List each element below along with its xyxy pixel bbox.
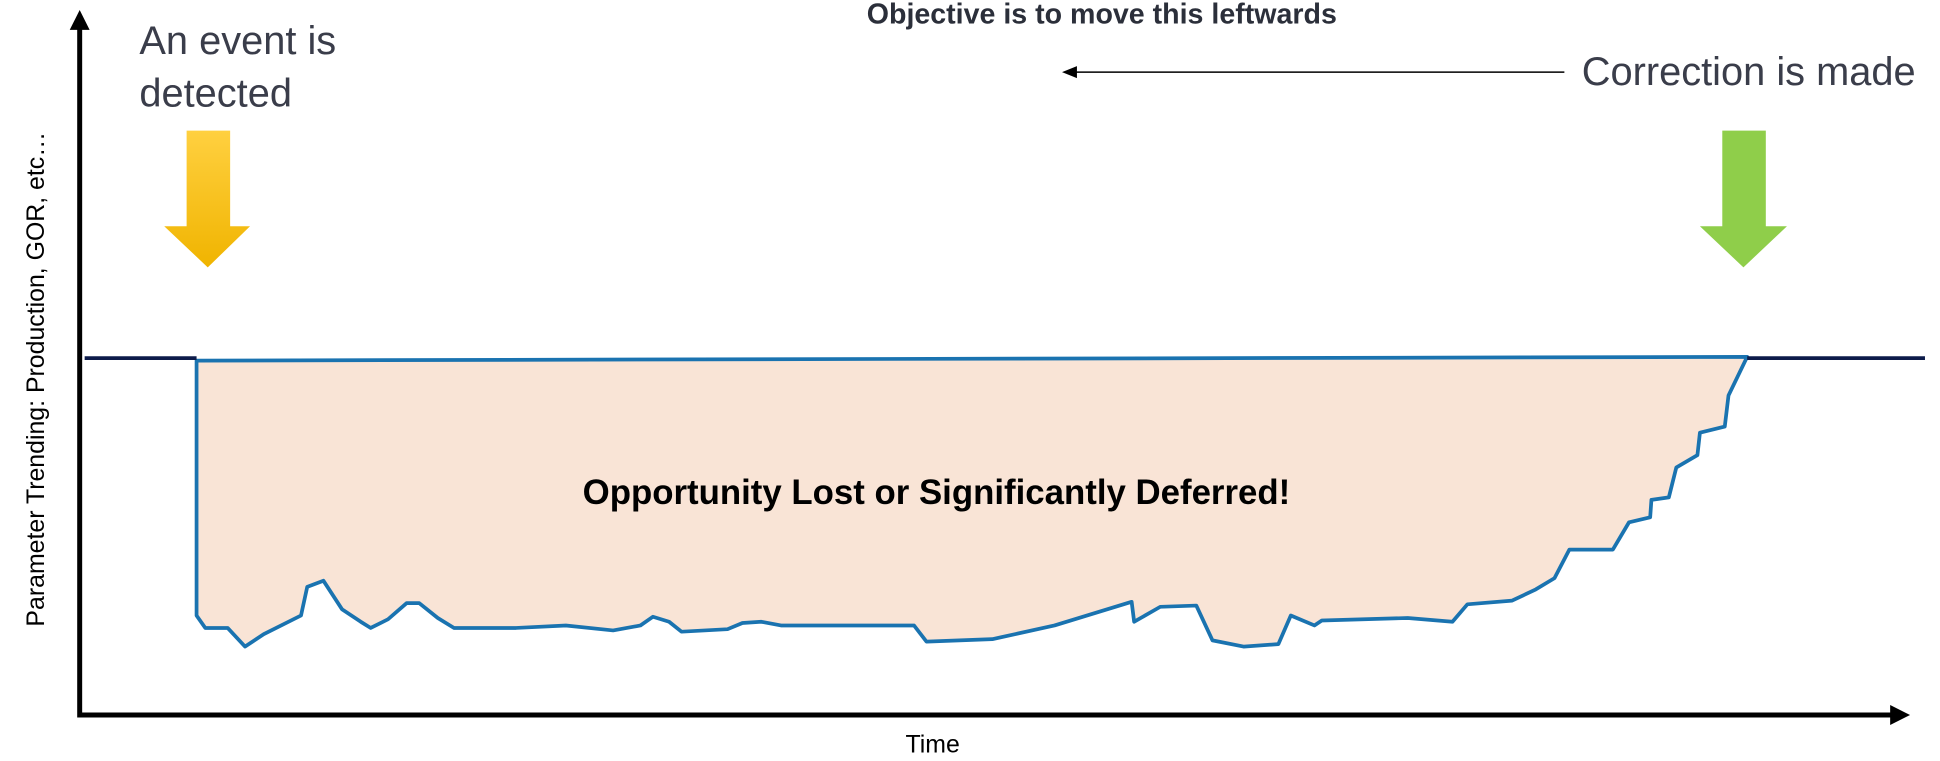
x-axis-label: Time xyxy=(906,731,960,759)
y-axis-arrow xyxy=(69,9,90,30)
event-arrow xyxy=(164,130,251,268)
x-axis-arrow xyxy=(1890,705,1911,725)
event-label: detected xyxy=(139,71,292,115)
loss-area xyxy=(194,355,1750,649)
correction-arrow xyxy=(1699,130,1787,268)
title: Objective is to move this leftwards xyxy=(867,0,1337,31)
loss-label: Opportunity Lost or Significantly Deferr… xyxy=(583,473,1291,512)
correction-label: Correction is made xyxy=(1582,50,1916,94)
event-label: An event is xyxy=(139,19,336,63)
y-axis-label: Parameter Trending: Production, GOR, etc… xyxy=(22,132,50,627)
